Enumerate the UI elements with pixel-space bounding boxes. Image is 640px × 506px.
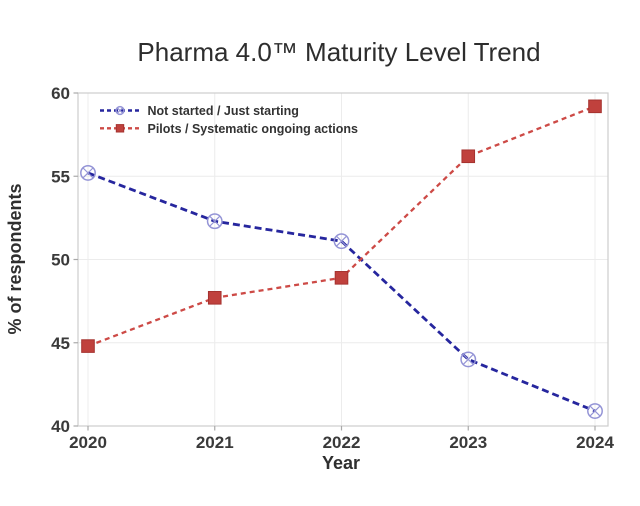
square-marker <box>588 99 602 114</box>
circle-x-marker <box>460 351 477 368</box>
square-marker <box>115 124 125 133</box>
circle-x-marker <box>587 403 603 419</box>
circle-x-marker <box>115 105 125 116</box>
y-tick-label: 40 <box>51 417 70 436</box>
y-tick-label: 55 <box>51 167 70 186</box>
y-tick-label: 60 <box>51 84 70 103</box>
x-tick-label: 2024 <box>576 433 614 452</box>
legend: Not started / Just starting Pilots / Syst… <box>100 104 358 136</box>
series-pilots <box>81 99 602 353</box>
legend-label: Pilots / Systematic ongoing actions <box>148 122 359 136</box>
gridlines <box>78 93 608 426</box>
circle-x-marker <box>80 164 96 181</box>
square-marker <box>81 339 95 353</box>
square-marker <box>461 149 476 164</box>
x-tick-label: 2023 <box>449 433 487 452</box>
legend-label: Not started / Just starting <box>148 104 299 118</box>
x-tick-label: 2022 <box>323 433 361 452</box>
y-tick-label: 50 <box>51 251 70 270</box>
x-tick-label: 2021 <box>196 433 234 452</box>
plot-area: 2020 2021 2022 2023 2024 40 45 50 55 60 Not starte… <box>51 84 614 452</box>
x-tick-label: 2020 <box>69 433 107 452</box>
y-axis-label: % of respondents <box>5 183 25 334</box>
circle-x-marker <box>333 233 350 250</box>
series-not-started <box>80 164 603 419</box>
x-axis-label: Year <box>322 453 360 473</box>
square-marker <box>207 290 222 305</box>
axes-ticks: 2020 2021 2022 2023 2024 40 45 50 55 60 <box>51 84 614 452</box>
series-line <box>87 171 596 413</box>
square-marker <box>334 271 349 285</box>
legend-item: Pilots / Systematic ongoing actions <box>100 122 358 136</box>
chart-title: Pharma 4.0™ Maturity Level Trend <box>137 37 540 67</box>
y-tick-label: 45 <box>51 334 70 353</box>
circle-x-marker <box>206 213 223 230</box>
legend-item: Not started / Just starting <box>100 104 299 118</box>
